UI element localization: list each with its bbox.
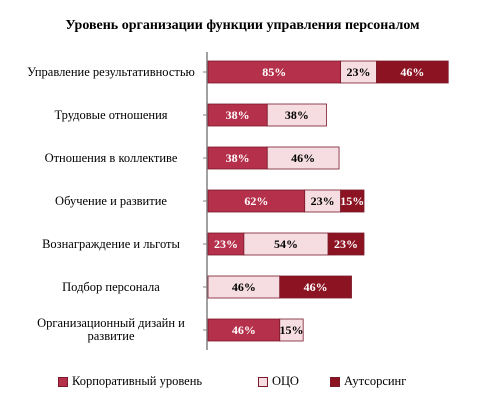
data-label: 46%	[400, 65, 424, 79]
data-label: 23%	[214, 237, 238, 251]
data-label: 46%	[291, 151, 315, 165]
legend-item: ОЦО	[258, 374, 299, 389]
data-label: 46%	[304, 280, 328, 294]
legend-swatch	[258, 376, 268, 387]
data-label: 15%	[279, 323, 303, 337]
legend: Корпоративный уровень ОЦО Аутсорсинг	[0, 374, 485, 392]
legend-swatch	[58, 376, 68, 387]
bar-segment	[340, 189, 365, 213]
bar-segment	[279, 275, 352, 299]
category-label: Организационный дизайн и развитие	[37, 316, 185, 343]
chart-title: Уровень организации функции управления п…	[65, 18, 420, 33]
category-label: Трудовые отношения	[54, 108, 167, 122]
bar-segment	[376, 60, 449, 84]
bar-segment	[327, 232, 365, 256]
category-label: Управление результативностью	[27, 65, 195, 79]
legend-label: Аутсорсинг	[344, 374, 407, 388]
data-label: 15%	[340, 194, 364, 208]
category-label: Отношения в коллективе	[45, 151, 178, 165]
data-label: 46%	[232, 323, 256, 337]
data-label: 23%	[334, 237, 358, 251]
data-label: 54%	[274, 237, 298, 251]
category-label: Обучение и развитие	[55, 194, 167, 208]
data-label: 38%	[285, 108, 309, 122]
legend-label: Корпоративный уровень	[72, 374, 203, 388]
data-label: 23%	[347, 65, 371, 79]
bar-segment	[279, 318, 304, 342]
data-label: 85%	[262, 65, 286, 79]
legend-label: ОЦО	[272, 374, 299, 388]
legend-item: Аутсорсинг	[330, 374, 406, 389]
legend-item: Корпоративный уровень	[58, 374, 202, 389]
data-label: 46%	[232, 280, 256, 294]
data-label: 38%	[226, 151, 250, 165]
bar-segment	[266, 146, 340, 170]
data-label: 23%	[311, 194, 335, 208]
data-label: 62%	[244, 194, 268, 208]
bar-segment	[266, 103, 327, 127]
data-label: 38%	[226, 108, 250, 122]
legend-swatch	[330, 376, 340, 387]
category-label: Вознаграждение и льготы	[42, 237, 180, 251]
category-label: Подбор персонала	[62, 280, 160, 294]
